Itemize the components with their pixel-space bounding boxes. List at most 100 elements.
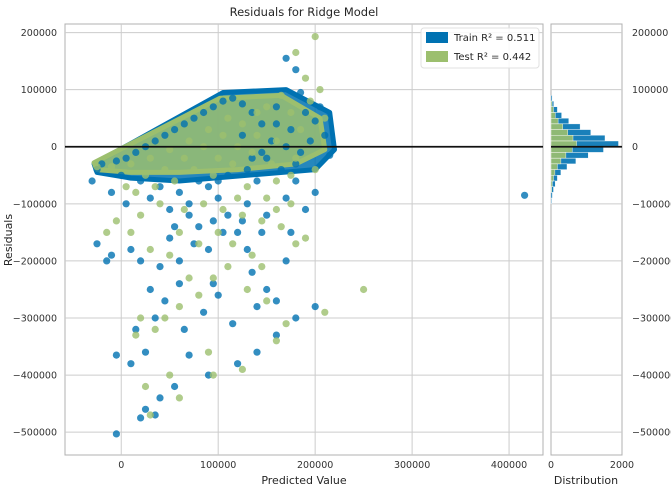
y-axis-title: Residuals	[2, 214, 15, 266]
point-train-67	[88, 177, 96, 185]
point-train-58	[180, 325, 188, 333]
dist-bar-train-18	[550, 197, 552, 205]
point-test-72	[267, 160, 276, 168]
point-train-9	[272, 103, 280, 111]
distribution-axis-title: Distribution	[554, 474, 618, 487]
point-test-43	[175, 394, 183, 402]
point-test-58	[204, 126, 213, 134]
point-train-71	[166, 205, 174, 214]
point-train-89	[151, 137, 159, 145]
point-train-56	[151, 314, 159, 322]
point-train-31	[93, 240, 101, 248]
point-test-32	[224, 263, 232, 271]
dist-bar-test-15	[550, 186, 552, 193]
point-train-11	[277, 166, 285, 174]
point-train-5	[321, 131, 329, 139]
point-train-53	[229, 320, 237, 328]
point-train-100	[306, 137, 314, 145]
main-points	[88, 33, 529, 438]
point-train-15	[326, 151, 334, 159]
point-train-44	[253, 348, 261, 356]
point-train-109	[175, 280, 183, 288]
point-test-53	[219, 131, 227, 139]
point-test-81	[200, 200, 208, 208]
point-test-87	[248, 251, 256, 259]
x-tick-label-4: 400000	[491, 460, 527, 471]
dist-y-tick-label-3: −100000	[632, 199, 671, 210]
point-train-81	[229, 94, 237, 102]
point-train-111	[243, 245, 251, 254]
point-test-3	[321, 114, 329, 122]
point-test-44	[146, 411, 154, 419]
point-train-18	[234, 228, 242, 236]
point-test-21	[137, 211, 145, 219]
point-test-59	[185, 137, 193, 145]
dist-bar-train-0	[550, 95, 553, 102]
point-train-23	[185, 211, 193, 219]
legend-swatch-test	[426, 51, 448, 62]
point-train-102	[282, 194, 290, 202]
point-train-47	[311, 303, 319, 311]
point-train-8	[287, 126, 295, 134]
point-train-74	[224, 171, 232, 179]
point-train-27	[146, 285, 154, 294]
point-test-56	[263, 103, 271, 111]
point-test-11	[301, 234, 310, 242]
point-test-60	[166, 146, 174, 154]
point-train-6	[311, 117, 319, 125]
point-test-71	[287, 171, 295, 179]
point-test-70	[311, 166, 319, 174]
point-train-113	[287, 228, 295, 236]
point-train-101	[292, 177, 300, 185]
point-train-30	[107, 251, 116, 259]
point-test-41	[204, 348, 213, 356]
point-test-25	[137, 314, 145, 322]
point-train-91	[132, 148, 140, 156]
point-train-106	[209, 217, 217, 225]
legend-label-train: Train R² = 0.511	[453, 33, 536, 44]
dist-bar-test-0	[550, 100, 553, 107]
point-train-82	[219, 97, 227, 105]
distribution-x-tick-labels: 0 2000	[548, 460, 634, 471]
y-tick-label-2: 0	[51, 142, 57, 153]
point-test-35	[282, 320, 290, 328]
point-test-37	[360, 285, 368, 294]
point-test-61	[146, 154, 154, 162]
point-train-1	[282, 54, 290, 62]
point-test-28	[161, 314, 169, 322]
point-test-47	[112, 217, 120, 225]
dist-y-tick-label-1: 100000	[632, 85, 668, 96]
y-tick-label-6: −400000	[13, 371, 57, 382]
dist-bar-test-14	[550, 180, 553, 187]
point-train-88	[161, 131, 169, 139]
point-train-73	[204, 183, 213, 191]
point-test-63	[107, 163, 116, 171]
point-train-86	[180, 120, 188, 128]
point-test-23	[146, 245, 154, 254]
legend-swatch-train	[426, 32, 448, 43]
point-train-70	[146, 194, 154, 202]
point-test-40	[209, 371, 217, 379]
legend-box	[420, 27, 540, 69]
point-train-55	[161, 297, 169, 305]
point-test-6	[287, 108, 295, 117]
point-train-43	[234, 360, 242, 368]
point-test-16	[234, 194, 242, 202]
point-train-69	[122, 200, 130, 208]
point-test-77	[171, 177, 179, 185]
x-axis-title: Predicted Value	[261, 474, 347, 487]
point-train-39	[156, 394, 164, 402]
point-train-84	[200, 108, 208, 117]
dist-bar-test-10	[550, 157, 562, 165]
point-train-36	[137, 414, 145, 422]
point-test-78	[151, 183, 159, 191]
dist-bar-test-11	[550, 163, 558, 170]
point-train-93	[112, 157, 120, 165]
point-test-65	[214, 154, 222, 162]
x-tick-label-1: 100000	[200, 460, 236, 471]
dist-bar-test-5	[550, 129, 568, 136]
point-test-5	[306, 97, 314, 105]
dist-y-tick-label-7: −500000	[632, 428, 671, 439]
point-train-10	[263, 154, 271, 162]
point-train-4	[316, 103, 324, 111]
